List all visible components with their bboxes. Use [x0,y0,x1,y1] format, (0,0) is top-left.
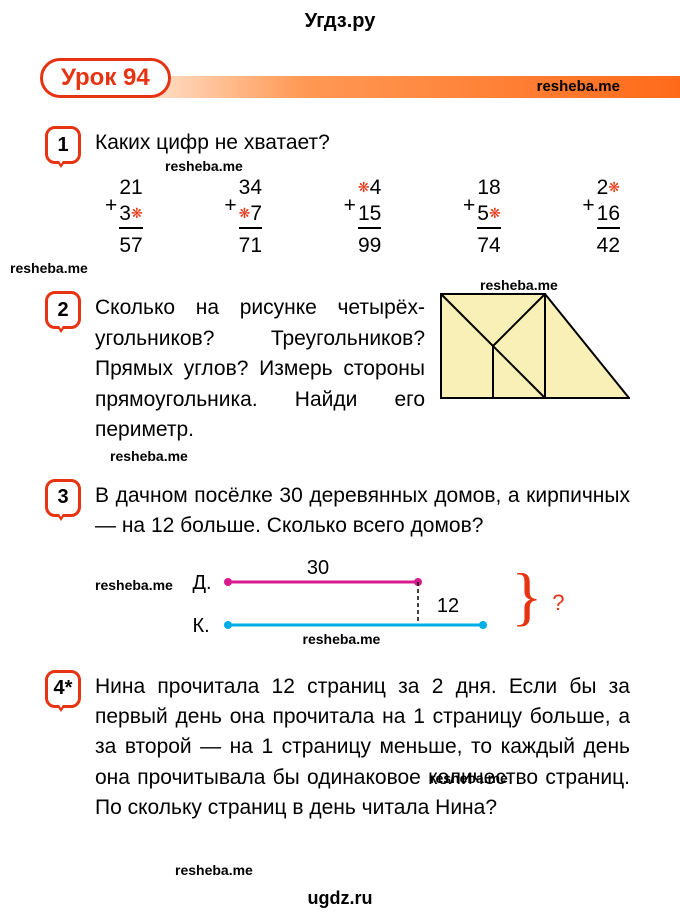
k-label: К. [193,612,210,641]
bottom-watermark: ugdz.ru [0,888,680,909]
task-3: 3 В дачном посёлке 30 деревянных домов, … [50,481,630,647]
svg-text:12: 12 [436,595,458,617]
bar-diagram: Д. К. 30 12 } ? resheba.me [193,557,533,647]
task-2: 2 Сколько на рисунке четырёх­угольников?… [50,293,630,445]
watermark-inline: resheba.me [480,275,558,295]
lesson-pill: Урок 94 [40,58,171,98]
watermark-inline: resheba.me [110,448,188,464]
add-problem-1: + 21 3❋ 57 [105,173,143,253]
d-label: Д. [193,569,212,598]
watermark-inline: resheba.me [95,575,173,595]
watermark-inline: resheba.me [10,258,88,278]
brace-icon: } [511,565,542,630]
lesson-header: Урок 94 resheba.me [40,58,680,108]
flower-icon: ❋ [608,179,620,195]
watermark-inline: resheba.me [303,629,381,649]
add-problem-4: + 18 5❋ 74 [463,173,501,253]
lesson-label: Урок 94 [61,64,150,91]
math-row: + 21 3❋ 57 + 34 ❋7 71 + [105,173,620,253]
add-problem-5: + 2❋ 16 42 [582,173,620,253]
watermark-inline: resheba.me [430,770,508,786]
watermark-inline: resheba.me [175,862,253,878]
header-watermark: resheba.me [537,78,620,95]
add-problem-3: + ❋4 15 99 [344,173,382,253]
task4-text: Нина прочитала 12 страниц за 2 дня. Если… [95,672,630,824]
top-watermark: Угдз.ру [0,0,680,33]
flower-icon: ❋ [131,205,143,221]
task3-text: В дачном посёлке 30 деревянных домов, а … [95,481,630,542]
watermark-inline: resheba.me [165,156,243,176]
flower-icon: ❋ [239,205,251,221]
task-4: 4* Нина прочитала 12 страниц за 2 дня. Е… [50,672,630,824]
geometry-figure: resheba.me [440,293,630,408]
add-problem-2: + 34 ❋7 71 [224,173,262,253]
flower-icon: ❋ [358,179,370,195]
svg-text:30: 30 [306,557,328,579]
task-1: 1 Каких цифр не хватает? resheba.me + 21… [50,128,630,253]
task2-text: Сколько на рисунке четырёх­угольников? Т… [95,293,425,445]
question-mark: ? [552,587,564,619]
flower-icon: ❋ [489,205,501,221]
task1-question: Каких цифр не хватает? [95,128,630,158]
